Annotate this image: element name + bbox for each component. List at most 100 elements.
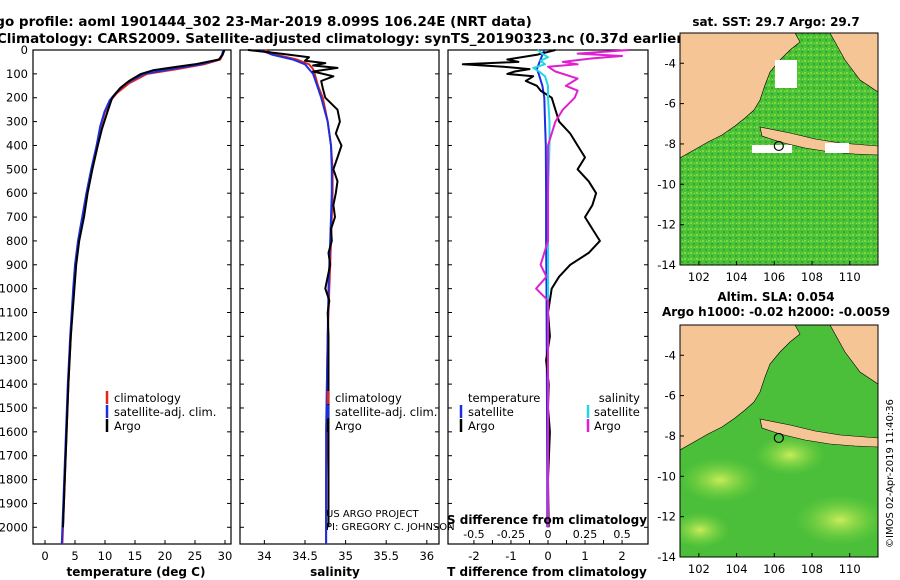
lat-tick-label: -12 [657,218,676,232]
lon-tick-label: 110 [839,562,861,576]
difference-legend: temperature satellite Argo salinity sate… [459,391,640,433]
x-tick-label: 30 [218,549,233,563]
depth-tick-label: 700 [6,210,28,224]
cloud-gap [752,145,792,153]
depth-tick-label: 1600 [0,425,28,439]
x-tick-label: 34.5 [292,549,318,563]
depth-tick-label: 1700 [0,449,28,463]
depth-tick-label: 1000 [0,282,28,296]
t-difference-x-label: T difference from climatology [447,565,647,579]
lat-tick-label: -6 [665,97,676,111]
x-tick-label: 36 [419,549,434,563]
imos-credit: ©IMOS 02-Apr-2019 11:40:36 [885,399,896,548]
depth-tick-label: 0 [21,43,28,57]
lat-tick-label: -12 [657,510,676,524]
depth-tick-label: 300 [6,115,28,129]
float-marker [773,140,784,152]
borneo-land [829,33,878,93]
sst-map-title: sat. SST: 29.7 Argo: 29.7 [692,15,859,29]
legend-s-argo: Argo [594,419,621,433]
depth-tick-label: 500 [6,162,28,176]
sst-map-frame [679,32,879,266]
salinity-plot-frame [239,49,440,545]
legend-satellite: satellite-adj. clim. [335,405,437,419]
sla-map-subtitle: Argo h1000: -0.02 h2000: -0.0059 [662,305,890,319]
lon-tick-label: 102 [688,270,710,284]
float-marker [773,432,784,444]
legend-climatology: climatology [335,391,402,405]
lon-tick-label: 104 [726,270,748,284]
x-tick-label: 35.5 [373,549,399,563]
x-tick-label: 5 [71,549,78,563]
legend-climatology: climatology [114,391,181,405]
lon-tick-label: 108 [801,270,823,284]
series-layer [60,49,630,545]
x-tick-label: 2 [618,549,625,563]
depth-tick-label: 1900 [0,496,28,510]
depth-tick-label: 1200 [0,329,28,343]
legend-t-argo: Argo [468,419,495,433]
s-tick-label: 0.25 [573,528,598,541]
sst-map [680,33,878,265]
lon-tick-label: 102 [688,562,710,576]
x-tick-label: 0 [544,549,551,563]
temperature-series-climatology [61,49,225,545]
lon-tick-label: 106 [763,270,785,284]
project-watermark: US ARGO PROJECT [326,509,420,520]
depth-tick-label: 900 [6,258,28,272]
lon-tick-label: 110 [839,270,861,284]
sumatra-land [680,33,801,159]
depth-tick-label: 2000 [0,520,28,534]
temperature-series-satellite-adj-clim- [60,49,225,545]
s-tick-label: -0.25 [497,528,525,541]
x-tick-label: -2 [468,549,479,563]
difference-series-s-argo [535,49,630,528]
lon-tick-label: 106 [763,562,785,576]
sla-map-frame [679,324,879,558]
pi-watermark: PI: GREGORY C. JOHNSON [326,522,455,533]
sla-patch [755,435,825,475]
depth-tick-label: 1100 [0,306,28,320]
x-tick-label: 1 [581,549,588,563]
lat-tick-label: -4 [665,348,676,362]
sla-map-title: Altim. SLA: 0.054 [717,290,834,304]
lat-tick-label: -4 [665,56,676,70]
x-tick-label: 15 [128,549,143,563]
sla-patch [680,512,730,548]
x-tick-label: 0 [41,549,48,563]
x-tick-label: 10 [98,549,113,563]
lon-tick-label: 104 [726,562,748,576]
legend-salinity-title: salinity [599,391,640,405]
depth-tick-label: 1400 [0,377,28,391]
x-tick-label: -1 [505,549,516,563]
depth-tick-label: 400 [6,138,28,152]
legend-argo: Argo [335,419,362,433]
sla-patch [680,458,760,502]
lat-tick-label: -8 [665,137,676,151]
temperature-series-argo [62,49,226,528]
legend-t-satellite: satellite [468,405,514,419]
s-difference-x-label: S difference from climatology [447,513,647,527]
salinity-series-argo [247,49,343,528]
temperature-plot-frame [32,49,232,545]
legend-argo: Argo [114,419,141,433]
title-line-1: Argo profile: aoml 1901444_302 23-Mar-20… [0,14,532,30]
depth-tick-label: 800 [6,234,28,248]
salinity-legend: climatology satellite-adj. clim. Argo [326,391,437,433]
s-tick-label: 0 [545,528,552,541]
x-tick-label: 34 [257,549,272,563]
lat-tick-label: -10 [657,469,676,483]
salinity-x-label: salinity [310,565,360,579]
difference-series-t-satellite [535,49,549,528]
depth-tick-label: 1300 [0,353,28,367]
sla-map [680,325,878,557]
map-ticks: -4 -6 -8 -10 -12 -14 102 104 106 108 110 -4 -6 -8 -10 -… [657,56,860,576]
lat-tick-label: -6 [665,389,676,403]
difference-series-t-argo [461,49,601,528]
lat-tick-label: -10 [657,177,676,191]
panel-ticks: 0 5 10 15 20 25 30 34 34.5 35 35.5 36 -2 -1 0 1 2 -0.5 -0.… [33,49,648,563]
temperature-x-label: temperature (deg C) [67,565,206,579]
temperature-legend: climatology satellite-adj. clim. Argo [105,391,216,433]
salinity-series-climatology [264,49,334,544]
depth-tick-label: 600 [6,186,28,200]
